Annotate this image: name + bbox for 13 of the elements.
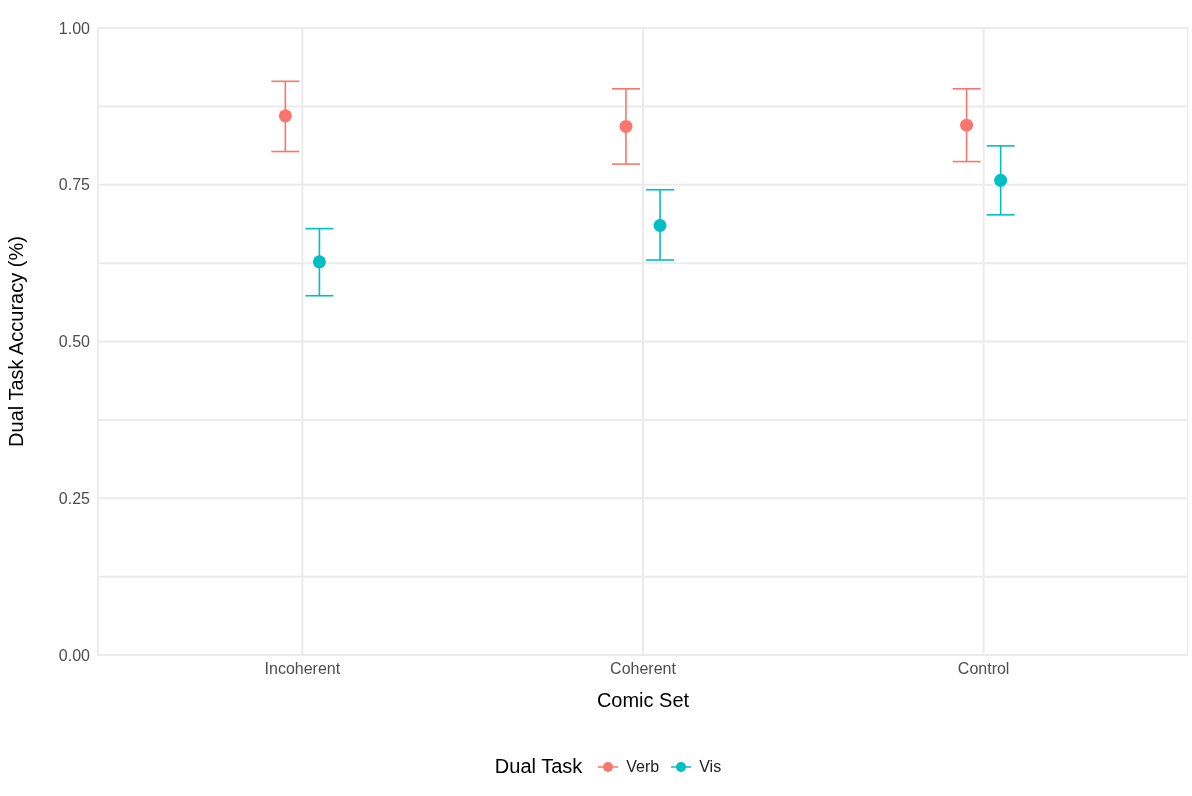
y-axis-title: Dual Task Accuracy (%) [5,236,28,447]
x-axis-title: Comic Set [596,689,690,712]
y-tick-label: 0.25 [58,489,91,507]
x-tick-label: Control [957,660,1010,678]
y-tick-label: 0.50 [58,333,91,351]
legend-label: Vis [698,757,722,776]
y-tick-label: 0.00 [58,646,91,664]
legend-label: Verb [625,757,660,776]
y-tick-label: 0.75 [58,176,91,194]
x-tick-label: Incoherent [264,660,341,678]
legend-title: Dual Task [494,755,583,778]
x-tick-label: Coherent [610,660,677,678]
y-tick-label: 1.00 [58,19,91,37]
